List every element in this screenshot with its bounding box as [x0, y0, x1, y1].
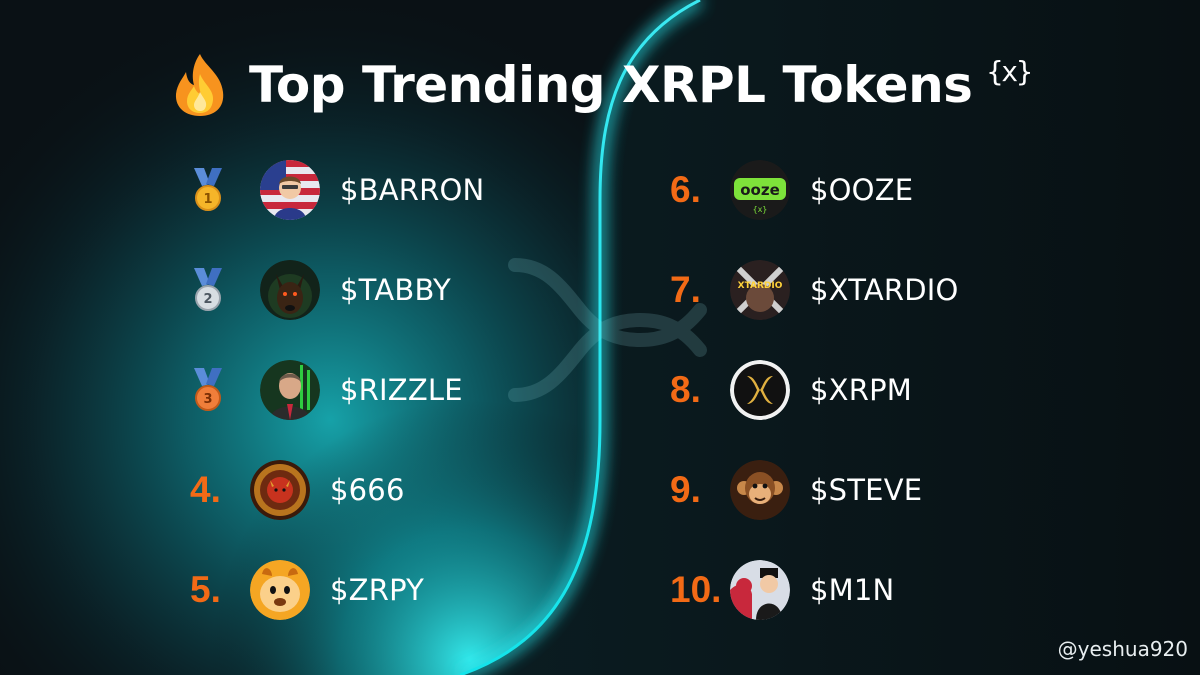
rank-number: 10.: [670, 569, 722, 610]
token-ticker: $OOZE: [810, 173, 914, 207]
list-item[interactable]: 3 $RIZZLE: [190, 360, 463, 420]
token-ticker: $XRPM: [810, 373, 912, 407]
barron-avatar: [260, 160, 320, 220]
page-title: Top Trending XRPL Tokens: [248, 56, 973, 114]
svg-text:2: 2: [203, 292, 212, 307]
list-item[interactable]: 10. $M1N: [670, 560, 894, 620]
xrpl-watermark-icon: [508, 258, 707, 402]
666-avatar: [250, 460, 310, 520]
svg-text:3: 3: [203, 392, 212, 407]
token-ticker: $RIZZLE: [340, 373, 463, 407]
list-item[interactable]: 9. $STEVE: [670, 460, 922, 520]
steve-avatar: [730, 460, 790, 520]
token-ticker: $ZRPY: [330, 573, 425, 607]
xrpl-brace-logo: {x}: [986, 54, 1033, 88]
list-item[interactable]: 1 $BARRON: [190, 160, 484, 220]
rank-number: 4.: [190, 469, 221, 510]
token-ticker: $XTARDIO: [810, 273, 959, 307]
rank-number: 7.: [670, 269, 701, 310]
tabby-avatar: [260, 260, 320, 320]
bronze-medal-icon: 3: [194, 368, 222, 411]
rank-number: 6.: [670, 169, 701, 210]
svg-text:{x}: {x}: [753, 205, 767, 214]
author-handle[interactable]: @yeshua920: [1057, 637, 1188, 661]
token-ticker: $TABBY: [340, 273, 451, 307]
ooze-avatar: ooze {x}: [730, 160, 790, 220]
rizzle-avatar: [260, 360, 320, 420]
fire-icon: [175, 54, 224, 116]
header: Top Trending XRPL Tokens {x}: [0, 50, 1200, 120]
zrpy-avatar: [250, 560, 310, 620]
gold-medal-icon: 1: [194, 168, 222, 211]
rank-number: 9.: [670, 469, 701, 510]
token-ticker: $666: [330, 473, 405, 507]
list-item[interactable]: 4. $666: [190, 460, 405, 520]
svg-text:XTARDIO: XTARDIO: [738, 281, 783, 291]
rank-number: 8.: [670, 369, 701, 410]
list-item[interactable]: 6. ooze {x} $OOZE: [670, 160, 913, 220]
xrpm-avatar: [730, 360, 790, 420]
m1n-avatar: [730, 560, 790, 620]
list-item[interactable]: 5. $ZRPY: [190, 560, 424, 620]
token-ticker: $STEVE: [810, 473, 923, 507]
xtardio-avatar: XTARDIO: [730, 260, 790, 320]
token-ticker: $BARRON: [340, 173, 485, 207]
svg-text:1: 1: [203, 192, 212, 207]
list-item[interactable]: 8. $XRPM: [670, 360, 912, 420]
rank-number: 5.: [190, 569, 221, 610]
silver-medal-icon: 2: [194, 268, 222, 311]
list-item[interactable]: 2 $TABBY: [190, 260, 451, 320]
list-item[interactable]: 7. XTARDIO $XTARDIO: [670, 260, 959, 320]
token-ticker: $M1N: [810, 573, 895, 607]
svg-text:ooze: ooze: [740, 181, 780, 199]
